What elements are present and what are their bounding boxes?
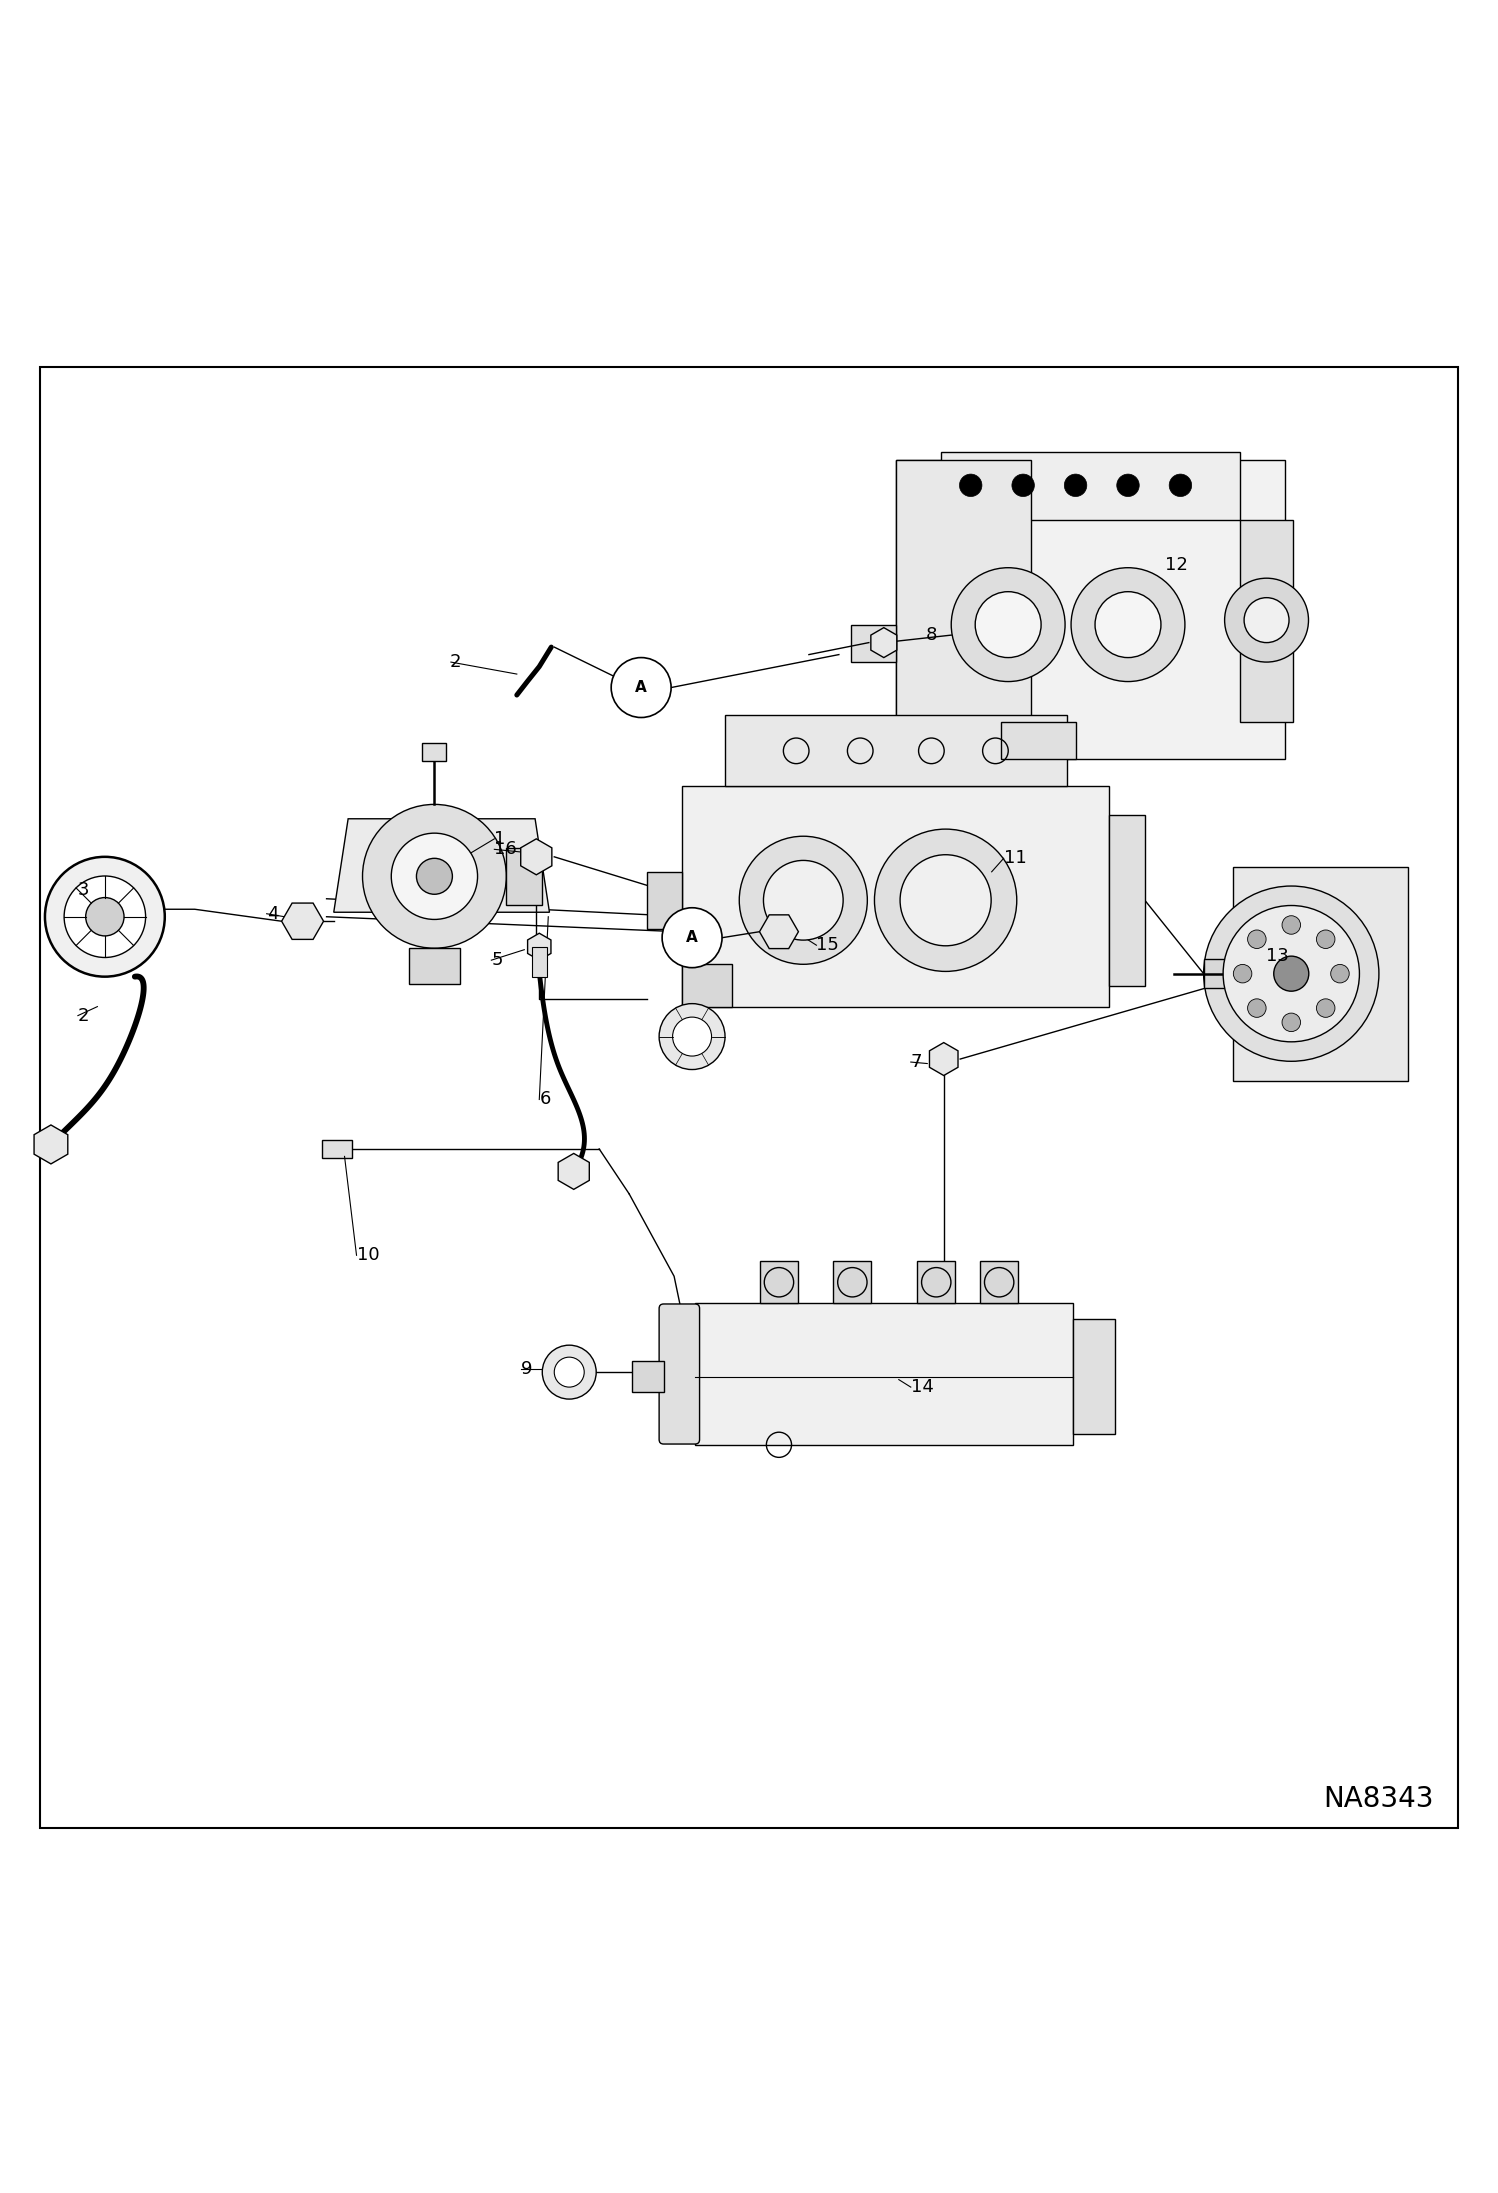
Text: 3: 3 — [78, 882, 90, 899]
Bar — [1233, 866, 1408, 1081]
Text: NA8343: NA8343 — [1323, 1785, 1434, 1814]
Polygon shape — [334, 818, 550, 912]
Bar — [851, 625, 896, 662]
Text: A: A — [635, 680, 647, 695]
Text: 5: 5 — [491, 952, 503, 969]
Text: 7: 7 — [911, 1053, 923, 1070]
Text: 14: 14 — [911, 1377, 933, 1397]
Bar — [759, 1261, 798, 1303]
Text: 6: 6 — [539, 1090, 551, 1107]
Circle shape — [85, 897, 124, 936]
Circle shape — [1095, 592, 1161, 658]
Text: 2: 2 — [449, 654, 461, 671]
Circle shape — [1204, 886, 1380, 1061]
Circle shape — [542, 1344, 596, 1399]
FancyBboxPatch shape — [659, 1305, 700, 1443]
Bar — [941, 452, 1240, 520]
Circle shape — [740, 836, 867, 965]
Circle shape — [1317, 998, 1335, 1018]
Circle shape — [662, 908, 722, 967]
Text: 4: 4 — [267, 906, 279, 923]
Text: 11: 11 — [1004, 849, 1026, 866]
Bar — [1240, 520, 1293, 721]
Circle shape — [611, 658, 671, 717]
Circle shape — [659, 1004, 725, 1070]
Text: 9: 9 — [521, 1360, 533, 1377]
Bar — [833, 1261, 872, 1303]
Circle shape — [900, 855, 992, 945]
Bar — [409, 947, 460, 985]
Bar — [917, 1261, 956, 1303]
Bar — [682, 965, 733, 1007]
Bar — [1204, 958, 1233, 989]
Text: 15: 15 — [816, 936, 839, 954]
Circle shape — [673, 1018, 712, 1057]
Bar — [980, 1261, 1019, 1303]
Circle shape — [1248, 998, 1266, 1018]
Bar — [632, 1362, 664, 1393]
Bar — [1001, 721, 1076, 759]
Circle shape — [45, 857, 165, 976]
Circle shape — [975, 592, 1041, 658]
Text: 1: 1 — [494, 829, 506, 849]
Text: A: A — [686, 930, 698, 945]
Circle shape — [1233, 965, 1252, 982]
Circle shape — [1243, 599, 1288, 643]
Bar — [725, 715, 1067, 787]
Bar — [506, 846, 542, 906]
Circle shape — [1011, 474, 1034, 496]
Circle shape — [1317, 930, 1335, 950]
Circle shape — [1224, 906, 1360, 1042]
Circle shape — [554, 1357, 584, 1388]
Circle shape — [363, 805, 506, 947]
Bar — [1109, 816, 1144, 985]
Circle shape — [764, 860, 843, 941]
Circle shape — [64, 875, 145, 958]
Bar — [682, 787, 1109, 1007]
Text: 2: 2 — [78, 1007, 90, 1024]
Text: 12: 12 — [1165, 555, 1188, 575]
Text: 8: 8 — [926, 627, 938, 645]
Bar — [322, 1140, 352, 1158]
Bar — [896, 461, 1031, 759]
Circle shape — [416, 857, 452, 895]
Circle shape — [1330, 965, 1350, 982]
Circle shape — [1225, 579, 1309, 662]
Circle shape — [1282, 917, 1300, 934]
Bar — [896, 461, 1285, 759]
Circle shape — [1248, 930, 1266, 950]
Bar — [532, 947, 547, 976]
Circle shape — [1071, 568, 1185, 682]
Circle shape — [1116, 474, 1138, 496]
Circle shape — [1273, 956, 1309, 991]
Circle shape — [1064, 474, 1086, 496]
Bar — [647, 873, 682, 928]
Circle shape — [875, 829, 1017, 971]
Circle shape — [959, 474, 981, 496]
Text: 10: 10 — [357, 1246, 379, 1265]
Circle shape — [1282, 1013, 1300, 1031]
Circle shape — [1170, 474, 1191, 496]
Bar — [1073, 1318, 1115, 1434]
Circle shape — [951, 568, 1065, 682]
Text: 16: 16 — [494, 840, 517, 857]
Bar — [695, 1303, 1073, 1445]
Circle shape — [391, 833, 478, 919]
Text: 13: 13 — [1266, 947, 1288, 965]
Bar — [422, 743, 446, 761]
